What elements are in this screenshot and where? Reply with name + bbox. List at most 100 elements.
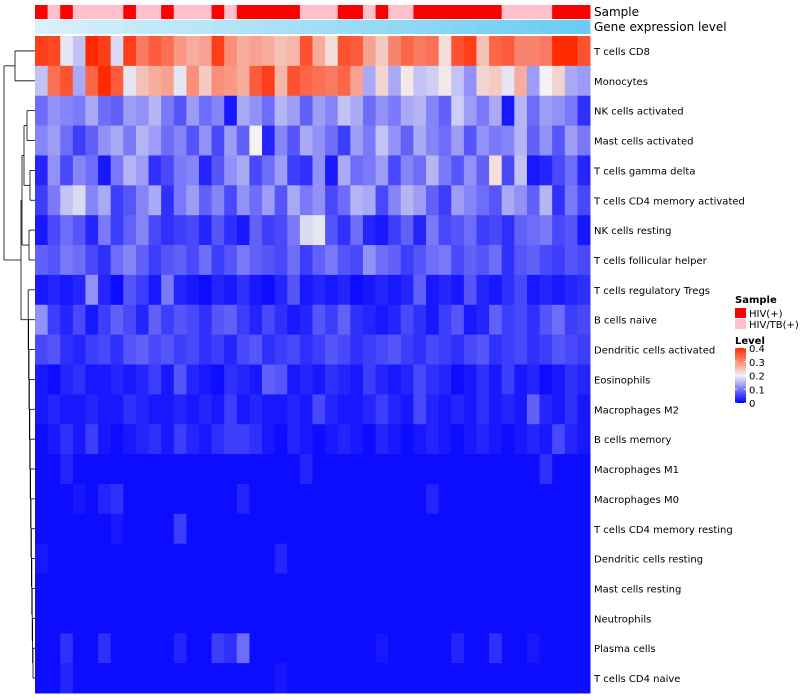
heatmap-cell [413, 65, 427, 97]
heatmap-cell [173, 424, 187, 455]
heatmap-cell [123, 483, 137, 515]
heatmap-cell [564, 364, 578, 395]
heatmap-cell [489, 125, 503, 156]
heatmap-cell [438, 185, 452, 216]
heatmap-cell [400, 543, 414, 575]
heatmap-cell [60, 334, 74, 365]
heatmap-cell [211, 573, 225, 604]
heatmap-cell [564, 245, 578, 276]
heatmap-cell [526, 663, 541, 694]
heatmap-cell [476, 125, 490, 156]
heatmap-cell [476, 394, 490, 425]
sample-annotation-cell [262, 5, 276, 19]
heatmap-cell [564, 185, 578, 216]
heatmap-cell [476, 36, 490, 67]
heatmap-cell [299, 513, 313, 545]
heatmap-cell [198, 334, 213, 365]
heatmap-cell [135, 663, 150, 694]
sample-annotation-cell [539, 5, 553, 19]
sample-annotation-cell [110, 5, 124, 19]
heatmap-cell [514, 185, 528, 216]
heatmap-cell [85, 483, 99, 515]
heatmap-cell [236, 215, 250, 246]
heatmap-cell [161, 394, 175, 425]
row-label: Monocytes [594, 77, 648, 88]
row-label: Neutrophils [594, 614, 651, 625]
row-label: Macrophages M0 [594, 495, 679, 506]
heatmap-cell [514, 274, 528, 306]
row-label: Dendritic cells activated [594, 346, 715, 357]
heatmap-cell [564, 125, 578, 156]
heatmap-cell [60, 155, 74, 186]
heatmap-cell [110, 483, 124, 515]
sample-annotation-cell [72, 5, 86, 19]
heatmap-cell [451, 633, 465, 664]
heatmap-cell [375, 573, 389, 604]
heatmap-cell [60, 663, 74, 694]
heatmap-cell [476, 543, 490, 575]
heatmap-cell [426, 633, 440, 664]
heatmap-cell [135, 185, 150, 216]
expression-annotation-cell [236, 20, 250, 34]
heatmap-cell [438, 155, 452, 186]
heatmap-cell [501, 245, 515, 276]
legend-level-title: Level [735, 336, 765, 347]
heatmap-cell [501, 483, 515, 515]
sample-annotation-cell [123, 5, 137, 19]
heatmap-cell [186, 36, 200, 67]
heatmap-cell [413, 424, 427, 455]
heatmap-cell [249, 185, 263, 216]
heatmap-cell [47, 215, 61, 246]
heatmap-cell [123, 245, 137, 276]
heatmap-cell [577, 274, 591, 306]
heatmap-cell [350, 543, 364, 575]
heatmap-cell [451, 573, 465, 604]
sample-annotation-cell [426, 5, 440, 19]
heatmap-cell [325, 543, 339, 575]
heatmap-cell [312, 36, 326, 67]
heatmap-cell [362, 334, 377, 365]
heatmap-cell [236, 394, 250, 425]
heatmap-cell [299, 573, 313, 604]
heatmap-cell [123, 125, 137, 156]
heatmap-cell [299, 304, 313, 336]
heatmap-cell [135, 215, 150, 246]
heatmap-cell [350, 454, 364, 485]
heatmap-cell [350, 394, 364, 425]
heatmap-cell [110, 185, 124, 216]
heatmap-cell [564, 663, 578, 694]
heatmap-cell [514, 394, 528, 425]
heatmap-cell [161, 603, 175, 634]
heatmap-cell [35, 513, 49, 545]
heatmap-cell [426, 573, 440, 604]
heatmap-cell [249, 334, 263, 365]
row-label: T cells CD8 [593, 47, 650, 58]
heatmap-cell [262, 364, 276, 395]
heatmap-cell [337, 573, 351, 604]
heatmap-cell [388, 394, 402, 425]
heatmap-cell [135, 424, 150, 455]
heatmap-cell [476, 603, 490, 634]
heatmap-cell [577, 483, 591, 515]
heatmap-cell [337, 543, 351, 575]
heatmap-cell [274, 245, 288, 276]
heatmap-cell [72, 274, 86, 306]
heatmap-cell [249, 364, 263, 395]
heatmap-cell [426, 155, 440, 186]
heatmap-cell [299, 424, 313, 455]
heatmap-cell [161, 215, 175, 246]
heatmap-cell [539, 215, 553, 246]
heatmap-cell [35, 364, 49, 395]
heatmap-cell [198, 394, 213, 425]
row-label: NK cells resting [594, 226, 671, 237]
heatmap-cell [476, 633, 490, 664]
heatmap-cell [362, 185, 377, 216]
heatmap-cell [262, 513, 276, 545]
heatmap-cell [287, 543, 301, 575]
heatmap-cell [60, 36, 74, 67]
row-label: T cells regulatory Tregs [593, 286, 710, 297]
heatmap-cell [299, 633, 313, 664]
heatmap-cell [476, 245, 490, 276]
heatmap-cell [35, 95, 49, 127]
